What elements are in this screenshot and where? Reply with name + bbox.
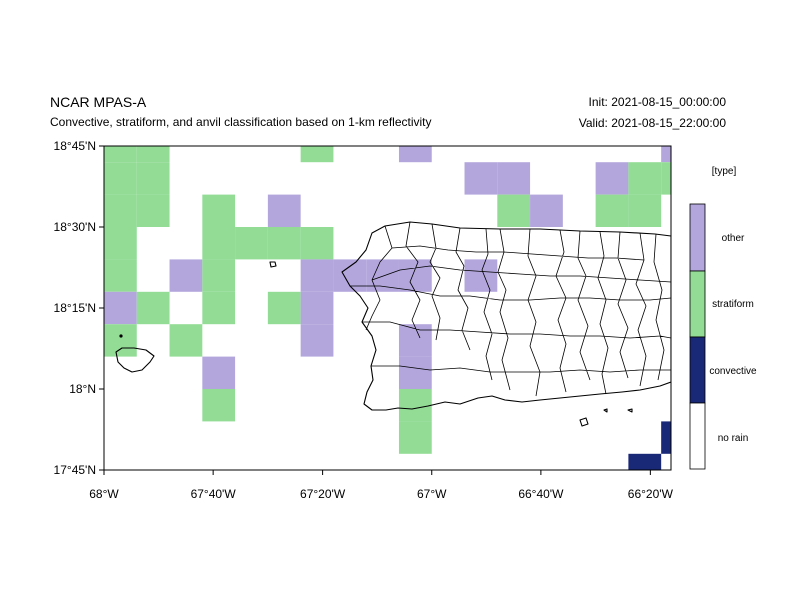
cell-stratiform	[398, 421, 432, 454]
cell-stratiform	[202, 389, 236, 422]
cell-other	[464, 162, 498, 195]
legend-swatch-no-rain	[689, 402, 706, 470]
cell-stratiform	[136, 194, 170, 227]
cell-other	[595, 162, 629, 195]
cell-stratiform	[628, 162, 662, 195]
cell-stratiform	[104, 324, 137, 357]
cell-stratiform	[300, 146, 334, 163]
legend-label-convective: convective	[709, 366, 757, 377]
cell-stratiform	[267, 227, 301, 260]
cell-other	[497, 162, 531, 195]
y-tick-label: 18°15'N	[54, 301, 96, 315]
cell-other	[398, 259, 432, 292]
legend-swatch-stratiform	[689, 270, 706, 338]
cell-stratiform	[136, 291, 170, 325]
legend-title: [type]	[712, 166, 737, 177]
cell-other	[464, 259, 498, 292]
cell-other	[169, 259, 203, 292]
y-tick-label: 18°30'N	[54, 220, 96, 234]
x-tick-label: 67°20'W	[300, 487, 346, 501]
y-tick-label: 18°N	[69, 382, 96, 396]
cell-stratiform	[398, 389, 432, 422]
monito-islet	[119, 334, 123, 338]
cell-stratiform	[497, 194, 531, 227]
cell-other	[398, 356, 432, 389]
legend-label-stratiform: stratiform	[712, 299, 754, 310]
cell-stratiform	[202, 291, 236, 325]
cell-other	[333, 259, 367, 292]
cell-stratiform	[136, 146, 170, 163]
cell-convective	[628, 453, 662, 470]
cell-other	[661, 146, 671, 163]
cell-convective	[661, 421, 671, 454]
legend-label-no-rain: no rain	[718, 433, 749, 444]
x-tick-label: 67°W	[417, 487, 447, 501]
map-title: NCAR MPAS-A	[50, 94, 147, 110]
cell-stratiform	[595, 194, 629, 227]
cell-stratiform	[104, 259, 137, 292]
small-islet-outline	[603, 408, 608, 413]
cell-stratiform	[169, 324, 203, 357]
cell-stratiform	[235, 227, 268, 260]
municipal-borders	[350, 221, 671, 397]
small-islet-outline	[627, 408, 633, 413]
init-time-label: Init: 2021-08-15_00:00:00	[588, 95, 726, 109]
cell-other	[104, 291, 137, 325]
desecheo-island-outline	[269, 261, 277, 268]
caja-de-muertos-outline	[579, 417, 589, 427]
legend-swatch-convective	[689, 336, 706, 404]
cell-other	[366, 259, 399, 292]
cell-other	[530, 194, 563, 227]
puerto-rico-coastline	[341, 221, 671, 411]
cell-other	[300, 324, 334, 357]
cell-other	[267, 194, 301, 227]
cell-stratiform	[104, 162, 137, 195]
x-tick-label: 66°20'W	[628, 487, 674, 501]
map-subtitle: Convective, stratiform, and anvil classi…	[50, 115, 432, 129]
y-tick-label: 17°45'N	[54, 463, 96, 477]
y-axis-ticks: 17°45'N 18°N 18°15'N 18°30'N 18°45'N	[54, 139, 104, 477]
cell-stratiform	[104, 227, 137, 260]
cell-other	[300, 291, 334, 325]
valid-time-label: Valid: 2021-08-15_22:00:00	[578, 116, 726, 130]
cell-stratiform	[104, 194, 137, 227]
x-tick-label: 67°40'W	[191, 487, 237, 501]
cell-stratiform	[300, 227, 334, 260]
classification-cells	[104, 146, 671, 470]
x-tick-label: 66°40'W	[518, 487, 564, 501]
cell-stratiform	[136, 162, 170, 195]
x-axis-ticks: 68°W 67°40'W 67°20'W 67°W 66°40'W 66°20'W	[89, 470, 674, 501]
x-tick-label: 68°W	[89, 487, 119, 501]
cell-stratiform	[202, 227, 236, 260]
cell-other	[202, 356, 236, 389]
cell-stratiform	[104, 146, 137, 163]
plot-frame	[103, 145, 672, 471]
coastline-outlines	[115, 221, 671, 427]
cell-other	[398, 146, 432, 163]
y-tick-label: 18°45'N	[54, 139, 96, 153]
legend-swatch-other	[689, 203, 706, 272]
cell-stratiform	[202, 194, 236, 227]
mona-island-outline	[115, 347, 155, 373]
cell-stratiform	[628, 194, 662, 227]
legend-label-other: other	[722, 233, 745, 244]
cell-other	[300, 259, 334, 292]
cell-stratiform	[202, 259, 236, 292]
cell-stratiform	[267, 291, 301, 325]
cell-stratiform	[661, 162, 671, 195]
